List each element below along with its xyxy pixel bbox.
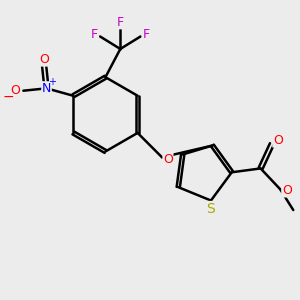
Text: N: N xyxy=(42,82,51,95)
Text: +: + xyxy=(48,77,56,87)
Text: S: S xyxy=(207,202,215,215)
Text: O: O xyxy=(282,184,292,197)
Text: F: F xyxy=(142,28,149,41)
Text: F: F xyxy=(91,28,98,41)
Text: O: O xyxy=(163,153,173,166)
Text: F: F xyxy=(117,16,124,29)
Text: O: O xyxy=(10,84,20,97)
Text: O: O xyxy=(39,53,49,66)
Text: −: − xyxy=(2,90,14,104)
Text: O: O xyxy=(273,134,283,147)
